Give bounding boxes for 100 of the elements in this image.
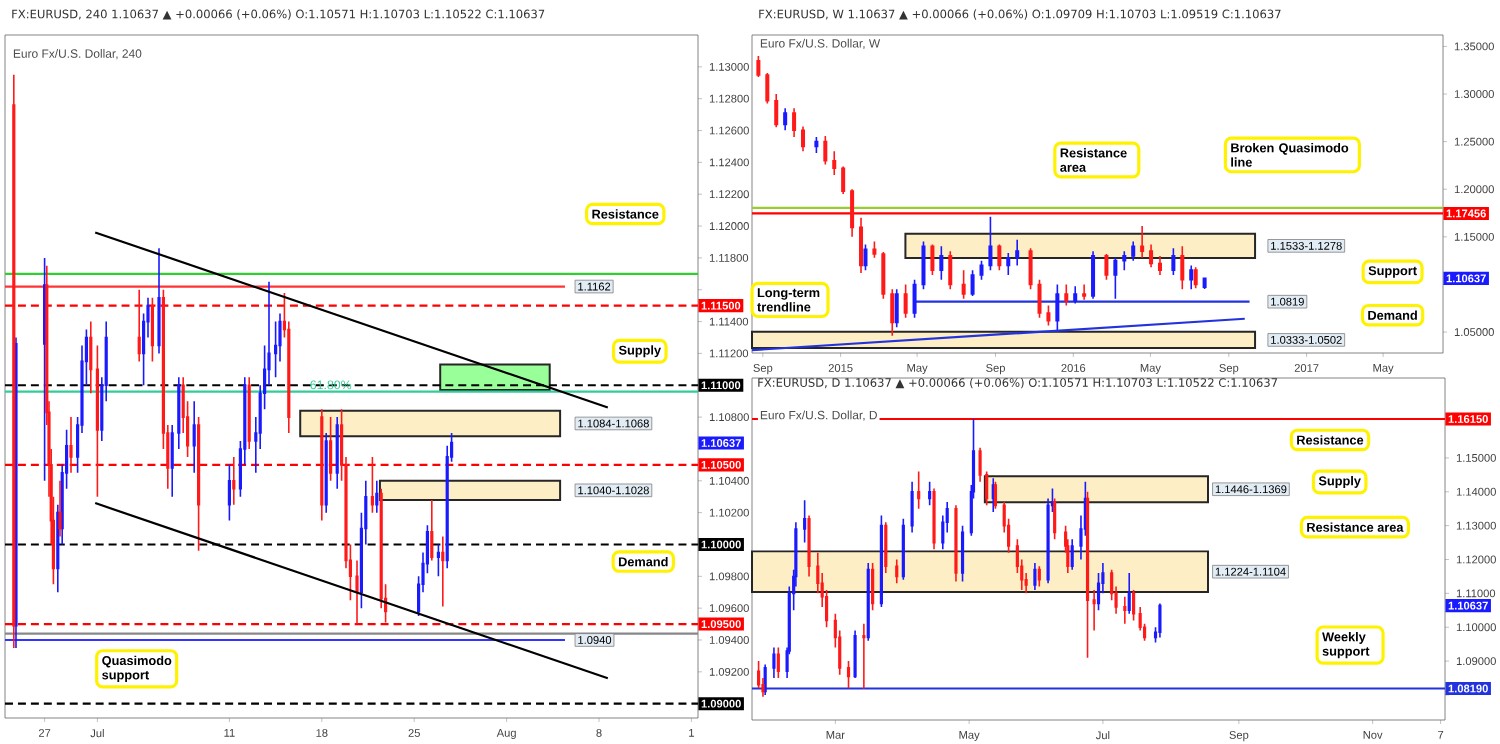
candlestick [1122, 250, 1127, 271]
candlestick [894, 288, 899, 329]
candlestick [1046, 304, 1051, 327]
x-tick-label: Jul [90, 729, 104, 738]
y-tick-label: 1.35000 [1454, 42, 1494, 51]
annotation: Demand [1368, 310, 1417, 320]
candlestick [1157, 255, 1162, 276]
candlestick [792, 107, 797, 138]
candlestick [355, 559, 359, 625]
candlestick [170, 424, 174, 498]
y-tick-label: 1.12200 [709, 190, 749, 199]
candlestick [370, 456, 374, 514]
x-tick-label: 2017 [1294, 364, 1319, 372]
candlestick [841, 165, 846, 195]
candlestick [816, 551, 820, 595]
ref-line-label: 1.10000 [701, 540, 741, 549]
ref-line-label: 1.0819 [1271, 297, 1304, 306]
candlestick [1092, 589, 1096, 632]
candlestick [948, 250, 953, 291]
text: 1.10637 [1446, 274, 1486, 283]
candlestick [1149, 243, 1154, 269]
annotation: Supply [618, 345, 661, 358]
x-tick-label: 1 [689, 729, 694, 737]
candlestick [945, 501, 949, 534]
annotation: Resistance [1297, 435, 1364, 445]
y-tick-label: 1.12600 [709, 126, 749, 135]
annotation: Weekly support [1322, 631, 1370, 659]
candlestick [1131, 240, 1136, 262]
candlestick [863, 243, 868, 271]
x-tick-label: 7 [1438, 731, 1444, 739]
candlestick [917, 470, 921, 510]
y-tick-label: 1.09600 [709, 604, 749, 613]
ref-line-label: 1.11500 [701, 301, 741, 310]
ref-line-label: 1.11000 [701, 381, 741, 390]
candlestick [335, 416, 339, 490]
y-tick-label: 1.30000 [1454, 90, 1494, 98]
candlestick [1158, 602, 1162, 639]
ref-line-label: 1.09500 [701, 620, 741, 629]
candlestick [814, 136, 819, 154]
candlestick [941, 514, 945, 551]
x-tick-label: May [1140, 364, 1161, 375]
annotation: Broken Quasimodo line [1231, 143, 1349, 167]
annotation: Long-term trendline [757, 288, 820, 312]
candlestick [1113, 256, 1118, 300]
y-tick-label: 1.25000 [1454, 137, 1494, 146]
candlestick [375, 479, 379, 514]
annotation: Resistance area [1060, 148, 1127, 172]
candlestick [850, 188, 855, 238]
band-label: 1.1040-1.1028 [578, 486, 649, 495]
x-tick-label: Aug [496, 729, 516, 740]
candlestick [1171, 247, 1176, 276]
x-tick-label: 11 [224, 729, 235, 737]
y-tick-label: 1.12800 [709, 94, 749, 103]
annotation: Support [1368, 266, 1417, 278]
band-label: 1.1224-1.1104 [1215, 567, 1286, 576]
x-tick-label: Sep [753, 364, 773, 375]
candlestick [1033, 562, 1037, 591]
ref-line-label: 1.08190 [1448, 684, 1488, 693]
x-tick-label: May [1373, 364, 1394, 375]
candlestick [979, 259, 984, 281]
candlestick [232, 456, 236, 506]
x-tick-label: May [959, 731, 980, 742]
candlestick [862, 623, 866, 690]
y-tick-label: 1.14000 [1456, 487, 1496, 496]
band-label: 1.1446-1.1369 [1215, 485, 1287, 494]
candlestick [1064, 283, 1069, 307]
annotation: 61.80% [310, 380, 352, 390]
ref-line-label: 1.09000 [701, 699, 741, 708]
x-tick-label: 18 [316, 729, 328, 737]
candlestick [954, 504, 958, 583]
candlestick [177, 376, 181, 450]
x-tick-label: Jul [1095, 731, 1110, 740]
y-tick-label: 1.12000 [1456, 555, 1496, 564]
text: 1.10637 [701, 439, 741, 447]
x-tick-label: 27 [38, 729, 51, 737]
candlestick [1070, 538, 1074, 571]
ref-line-label: 1.0940 [578, 636, 612, 644]
candlestick [991, 477, 995, 513]
x-tick-label: Nov [1363, 731, 1383, 739]
annotation: Demand [618, 556, 668, 567]
band-label: 1.1084-1.1068 [578, 419, 649, 428]
y-tick-label: 1.15000 [1456, 453, 1496, 462]
y-tick-label: 1.09000 [1456, 657, 1496, 666]
candlestick [859, 217, 864, 274]
x-tick-label: 2015 [828, 364, 853, 372]
x-tick-label: May [907, 364, 928, 375]
text: 1.10637 [1448, 601, 1488, 610]
candlestick [192, 400, 196, 474]
candlestick [1024, 572, 1028, 595]
x-tick-label: 25 [408, 729, 420, 737]
candlestick [772, 646, 776, 679]
candlestick [895, 558, 899, 585]
y-tick-label: 1.11800 [709, 253, 749, 262]
x-tick-label: Mar [826, 731, 845, 739]
candlestick [436, 543, 440, 578]
annotation: Resistance [592, 209, 659, 219]
candlestick [1037, 278, 1042, 319]
candlestick [89, 320, 93, 395]
candlestick [846, 660, 851, 689]
candlestick [157, 247, 161, 355]
